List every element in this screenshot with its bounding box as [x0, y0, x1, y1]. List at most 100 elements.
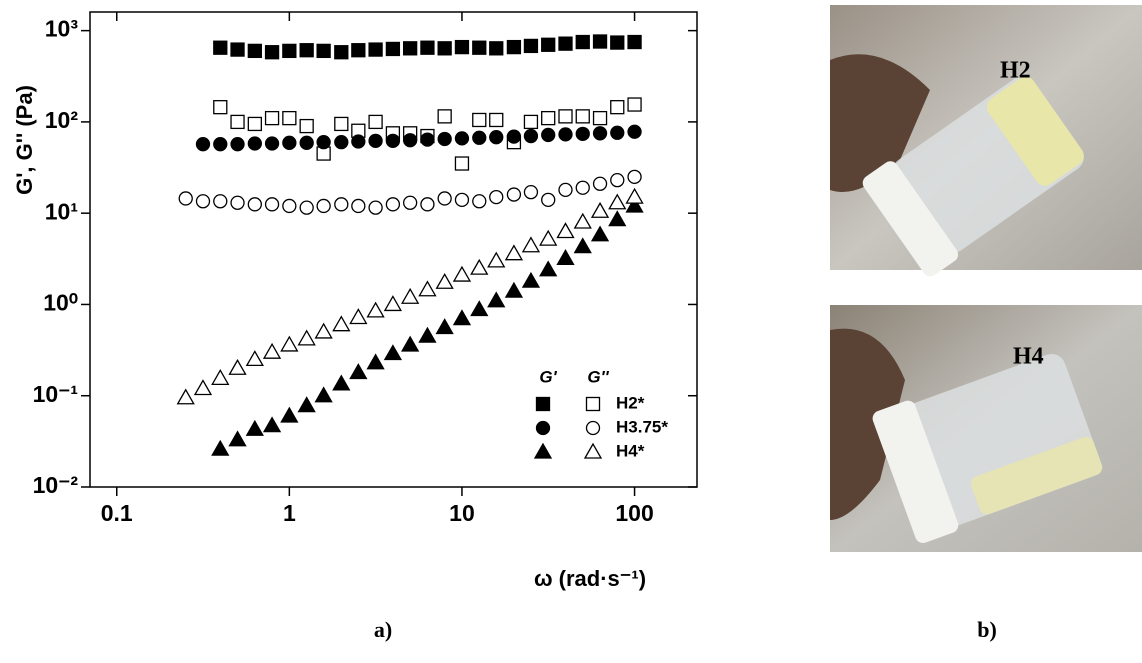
data-point — [507, 41, 520, 54]
data-point — [283, 44, 296, 57]
data-point — [559, 110, 572, 123]
legend-marker — [537, 398, 550, 411]
data-point — [317, 44, 330, 57]
data-point — [421, 198, 434, 211]
data-point — [628, 170, 641, 183]
data-point — [471, 302, 487, 316]
data-point — [386, 198, 399, 211]
data-point — [386, 42, 399, 55]
data-point — [594, 127, 607, 140]
data-point — [369, 115, 382, 128]
data-point — [559, 183, 572, 196]
data-point — [247, 351, 263, 365]
data-point — [317, 199, 330, 212]
data-point — [214, 101, 227, 114]
data-point — [488, 293, 504, 307]
data-point — [404, 42, 417, 55]
data-point — [369, 43, 382, 56]
x-tick-label: 1 — [283, 500, 296, 526]
y-tick-label: 10⁻¹ — [33, 381, 78, 407]
legend-marker — [587, 398, 600, 411]
data-point — [455, 132, 468, 145]
data-point — [333, 317, 349, 331]
data-point — [335, 198, 348, 211]
data-point — [542, 193, 555, 206]
data-point — [231, 43, 244, 56]
legend-marker — [537, 422, 550, 435]
data-point — [212, 441, 228, 455]
data-point — [266, 112, 279, 125]
data-point — [473, 41, 486, 54]
data-point — [559, 128, 572, 141]
y-tick-label: 10³ — [45, 16, 79, 42]
data-point — [628, 125, 641, 138]
data-point — [231, 138, 244, 151]
data-point — [350, 364, 366, 378]
data-point — [179, 192, 192, 205]
data-point — [421, 41, 434, 54]
data-point — [248, 44, 261, 57]
data-point — [385, 346, 401, 360]
data-point — [506, 283, 522, 297]
data-point — [454, 311, 470, 325]
data-point — [300, 120, 313, 133]
data-point — [575, 239, 591, 253]
data-point — [438, 42, 451, 55]
data-point — [611, 126, 624, 139]
legend-marker — [535, 444, 551, 458]
data-point — [352, 135, 365, 148]
data-point — [611, 101, 624, 114]
legend-marker — [585, 444, 601, 458]
data-point — [609, 212, 625, 226]
data-point — [473, 195, 486, 208]
data-point — [576, 181, 589, 194]
data-point — [178, 390, 194, 404]
data-point — [195, 380, 211, 394]
data-point — [540, 231, 556, 245]
data-point — [352, 44, 365, 57]
data-point — [231, 115, 244, 128]
data-point — [264, 344, 280, 358]
data-point — [333, 376, 349, 390]
data-point — [628, 36, 641, 49]
data-point — [592, 203, 608, 217]
data-point — [404, 134, 417, 147]
data-point — [212, 370, 228, 384]
data-point — [230, 360, 246, 374]
data-point — [438, 192, 451, 205]
data-point — [402, 337, 418, 351]
data-point — [196, 138, 209, 151]
legend-label: H3.75* — [616, 417, 668, 436]
data-point — [611, 36, 624, 49]
data-point — [231, 196, 244, 209]
data-point — [402, 289, 418, 303]
y-tick-label: 10² — [45, 107, 79, 133]
data-point — [386, 134, 399, 147]
data-point — [559, 37, 572, 50]
data-point — [490, 191, 503, 204]
data-point — [350, 309, 366, 323]
data-point — [557, 250, 573, 264]
data-point — [437, 274, 453, 288]
y-axis-title: G', G'' (Pa) — [12, 85, 37, 195]
data-point — [628, 98, 641, 111]
data-point — [506, 246, 522, 260]
data-point — [490, 131, 503, 144]
data-point — [196, 195, 209, 208]
photo-h4 — [830, 305, 1142, 552]
data-point — [299, 398, 315, 412]
data-point — [557, 223, 573, 237]
data-point — [248, 198, 261, 211]
data-point — [454, 267, 470, 281]
data-point — [594, 35, 607, 48]
photo-h2 — [830, 5, 1142, 279]
data-point — [368, 355, 384, 369]
data-point — [214, 195, 227, 208]
x-tick-label: 0.1 — [101, 500, 133, 526]
data-point — [594, 112, 607, 125]
data-point — [490, 113, 503, 126]
figure: H2 H4 a) b) ω (rad·s⁻¹) G', G'' (Pa) G' … — [0, 0, 1142, 658]
x-tick-label: 100 — [615, 500, 653, 526]
data-point — [266, 198, 279, 211]
data-point — [523, 238, 539, 252]
